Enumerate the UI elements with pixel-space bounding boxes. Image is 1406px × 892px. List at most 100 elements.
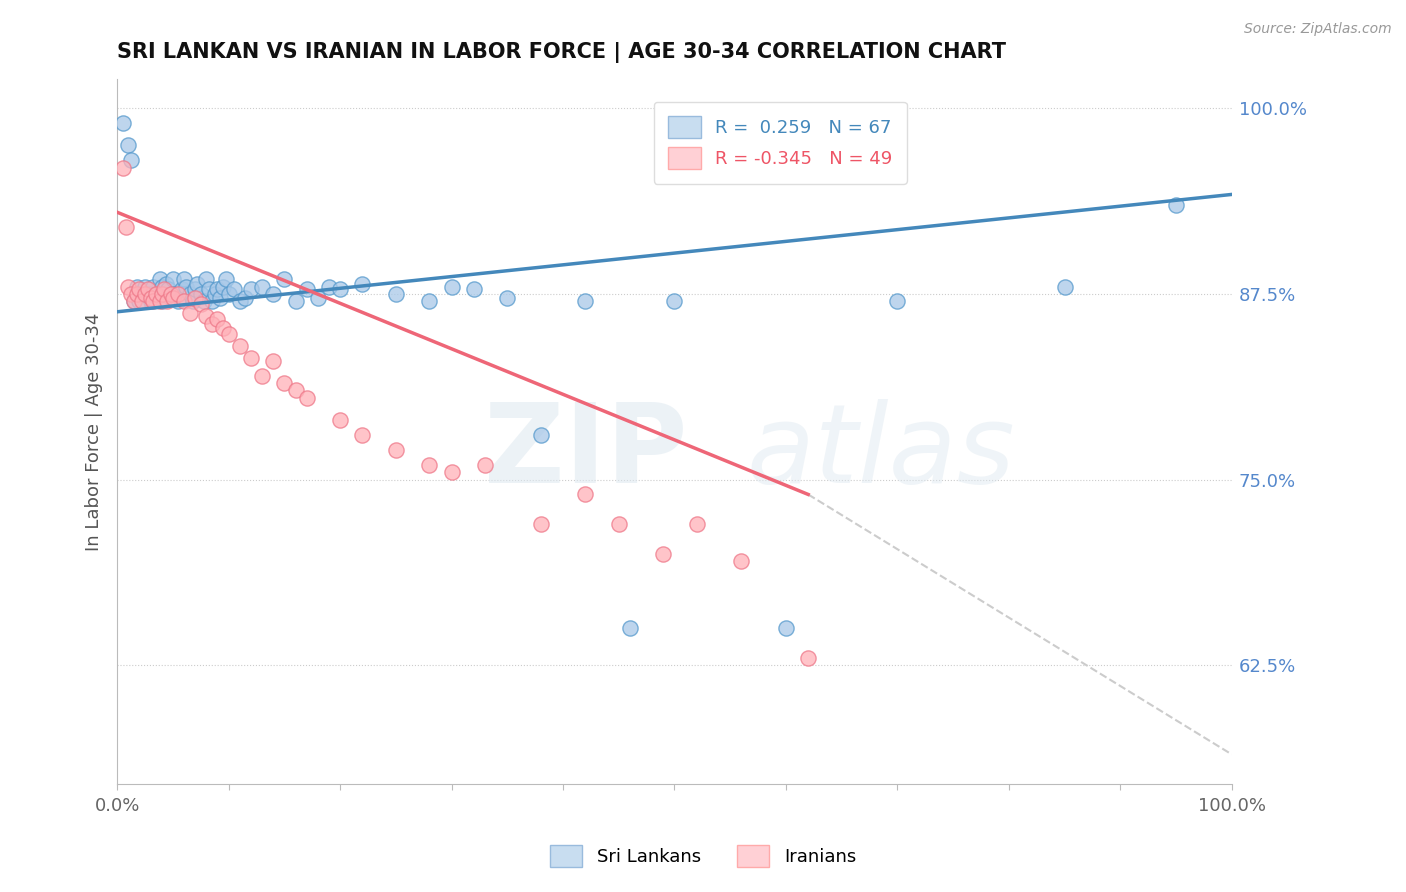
Point	[197, 283, 219, 297]
Point	[117, 279, 139, 293]
Point	[619, 621, 641, 635]
Point	[530, 517, 553, 532]
Point	[284, 294, 307, 309]
Point	[115, 220, 138, 235]
Point	[134, 287, 156, 301]
Point	[165, 287, 187, 301]
Point	[239, 283, 262, 297]
Point	[179, 287, 201, 301]
Point	[201, 317, 224, 331]
Point	[159, 287, 181, 301]
Point	[155, 277, 177, 291]
Legend: R =  0.259   N = 67, R = -0.345   N = 49: R = 0.259 N = 67, R = -0.345 N = 49	[654, 102, 907, 184]
Point	[128, 294, 150, 309]
Text: ZIP: ZIP	[484, 399, 688, 506]
Point	[440, 279, 463, 293]
Point	[574, 487, 596, 501]
Point	[186, 277, 208, 291]
Text: atlas: atlas	[747, 399, 1015, 506]
Point	[184, 292, 207, 306]
Point	[295, 391, 318, 405]
Point	[179, 306, 201, 320]
Point	[138, 287, 160, 301]
Point	[886, 294, 908, 309]
Point	[162, 292, 184, 306]
Point	[440, 465, 463, 479]
Point	[218, 326, 240, 341]
Text: SRI LANKAN VS IRANIAN IN LABOR FORCE | AGE 30-34 CORRELATION CHART: SRI LANKAN VS IRANIAN IN LABOR FORCE | A…	[117, 42, 1007, 62]
Text: Source: ZipAtlas.com: Source: ZipAtlas.com	[1244, 22, 1392, 37]
Point	[215, 272, 238, 286]
Point	[157, 283, 180, 297]
Point	[208, 292, 231, 306]
Point	[775, 621, 797, 635]
Point	[156, 294, 179, 309]
Point	[1164, 198, 1187, 212]
Point	[128, 283, 150, 297]
Point	[418, 458, 440, 472]
Point	[150, 287, 173, 301]
Point	[173, 272, 195, 286]
Point	[318, 279, 340, 293]
Point	[145, 287, 167, 301]
Point	[120, 287, 142, 301]
Point	[207, 312, 229, 326]
Point	[218, 287, 240, 301]
Point	[153, 283, 176, 297]
Point	[174, 279, 197, 293]
Point	[463, 283, 485, 297]
Point	[193, 294, 215, 309]
Point	[797, 650, 820, 665]
Point	[530, 428, 553, 442]
Point	[352, 428, 374, 442]
Point	[138, 283, 160, 297]
Point	[385, 287, 408, 301]
Point	[127, 279, 149, 293]
Point	[148, 294, 170, 309]
Point	[212, 279, 235, 293]
Point	[170, 283, 193, 297]
Point	[201, 294, 224, 309]
Point	[250, 368, 273, 383]
Point	[474, 458, 496, 472]
Point	[139, 292, 162, 306]
Point	[120, 153, 142, 168]
Point	[239, 351, 262, 365]
Point	[1053, 279, 1076, 293]
Point	[145, 287, 167, 301]
Point	[117, 138, 139, 153]
Point	[131, 294, 153, 309]
Point	[273, 272, 295, 286]
Point	[329, 413, 352, 427]
Point	[730, 554, 752, 568]
Point	[142, 279, 165, 293]
Point	[190, 287, 212, 301]
Point	[207, 283, 229, 297]
Point	[212, 321, 235, 335]
Point	[139, 294, 162, 309]
Point	[652, 547, 675, 561]
Point	[150, 279, 173, 293]
Point	[159, 292, 181, 306]
Point	[295, 283, 318, 297]
Point	[134, 279, 156, 293]
Point	[127, 287, 149, 301]
Point	[235, 292, 257, 306]
Point	[167, 294, 190, 309]
Point	[167, 287, 190, 301]
Point	[352, 277, 374, 291]
Point	[284, 384, 307, 398]
Point	[122, 294, 145, 309]
Point	[190, 297, 212, 311]
Point	[181, 294, 204, 309]
Point	[607, 517, 630, 532]
Point	[122, 294, 145, 309]
Point	[111, 161, 134, 175]
Point	[153, 287, 176, 301]
Point	[273, 376, 295, 390]
Point	[496, 292, 519, 306]
Point	[148, 272, 170, 286]
Point	[418, 294, 440, 309]
Point	[195, 272, 218, 286]
Point	[173, 294, 195, 309]
